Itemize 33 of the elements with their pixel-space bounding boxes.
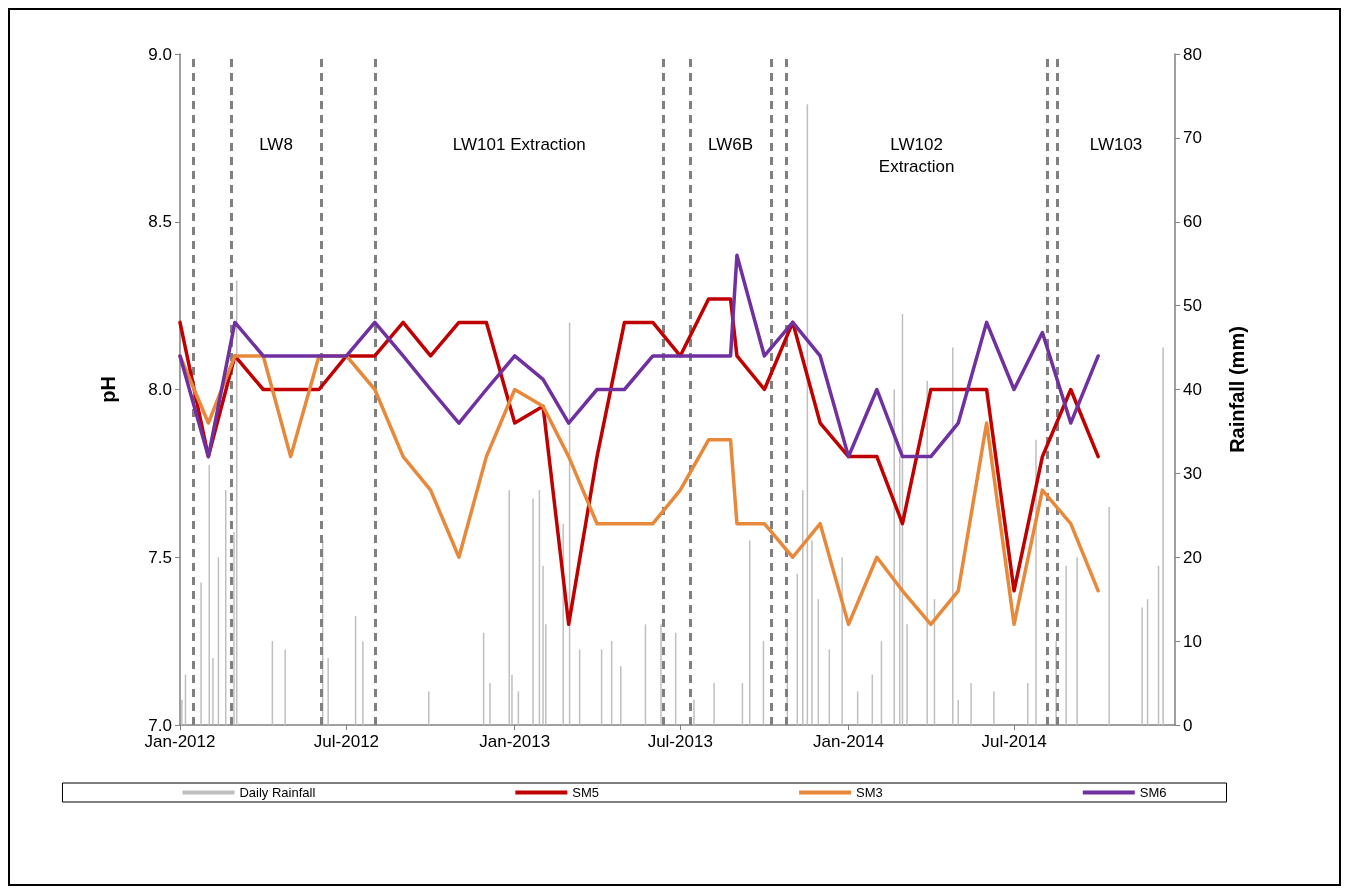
y2-tick-label: 30 <box>1183 463 1202 483</box>
y2-tick-label: 20 <box>1183 547 1202 567</box>
y2-tick-label: 60 <box>1183 212 1202 232</box>
legend-label: SM5 <box>572 785 600 800</box>
y-tick-label: 7.5 <box>148 547 172 567</box>
x-tick-label: Jan-2013 <box>479 732 551 751</box>
x-tick-label: Jul-2014 <box>981 732 1047 751</box>
y2-tick-label: 0 <box>1183 715 1193 735</box>
y2-tick-label: 80 <box>1183 44 1202 64</box>
x-tick-label: Jul-2013 <box>647 732 713 751</box>
annotation: LW103 <box>1089 134 1143 154</box>
line-series <box>178 297 1100 627</box>
x-tick-label: Jul-2012 <box>313 732 380 751</box>
x-tick-label: Jan-2014 <box>813 732 884 751</box>
y-tick-label: 8.5 <box>148 212 172 232</box>
annotation: LW6B <box>708 134 754 154</box>
annotation: LW101 Extraction <box>452 134 586 154</box>
y-tick-label: 7.0 <box>148 715 172 735</box>
y2-tick-label: 50 <box>1183 296 1202 316</box>
y2-axis-title: Rainfall (mm) <box>1226 326 1248 453</box>
legend-label: Daily Rainfall <box>239 785 316 800</box>
y-axis-title: pH <box>97 376 119 403</box>
y2-tick-label: 70 <box>1183 128 1202 148</box>
legend-label: SM3 <box>856 785 883 800</box>
y2-tick-label: 10 <box>1183 631 1202 651</box>
legend-label: SM6 <box>1139 785 1167 800</box>
y-tick-label: 8.0 <box>148 380 172 399</box>
y-tick-label: 9.0 <box>148 44 172 64</box>
y2-tick-label: 40 <box>1183 380 1202 399</box>
x-tick-label: Jan-2012 <box>144 732 216 751</box>
annotation: LW8 <box>259 134 293 154</box>
annotation: LW102 Extraction <box>878 134 955 176</box>
line-series <box>178 253 1100 459</box>
